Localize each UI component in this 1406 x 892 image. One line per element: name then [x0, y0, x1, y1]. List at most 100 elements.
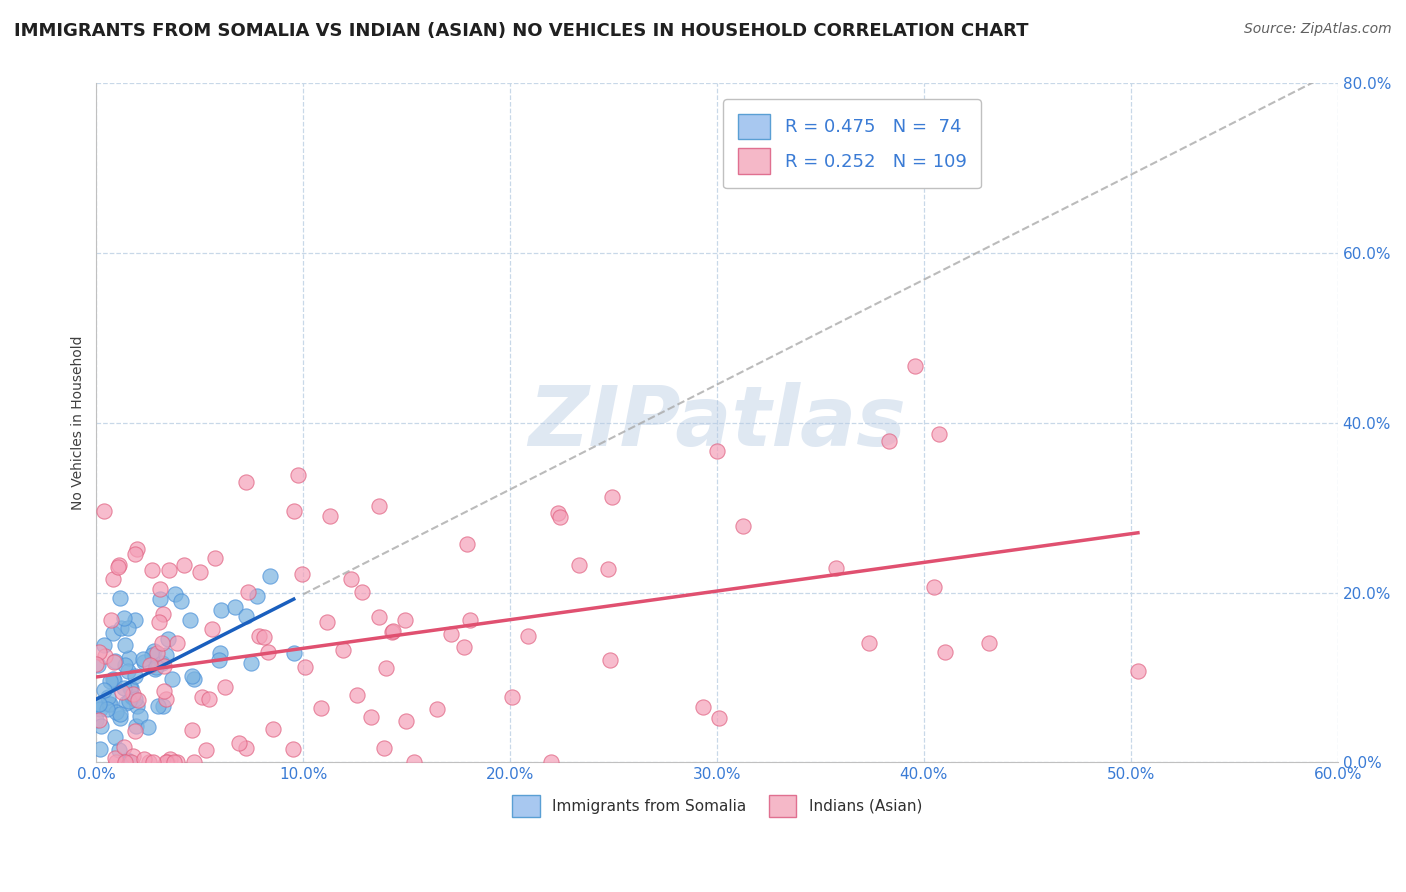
Point — [93, 639, 115, 653]
Point — [143, 662, 166, 676]
Point — [238, 585, 260, 599]
Point — [235, 609, 257, 624]
Point — [86, 657, 108, 671]
Point — [103, 673, 125, 687]
Point — [104, 705, 127, 719]
Point — [253, 631, 276, 645]
Point — [209, 646, 232, 660]
Point — [142, 756, 165, 770]
Point — [596, 562, 619, 576]
Point — [235, 475, 257, 489]
Point — [142, 644, 165, 658]
Point — [179, 613, 201, 627]
Point — [163, 756, 186, 770]
Point — [904, 359, 927, 373]
Point — [281, 741, 304, 756]
Point — [138, 720, 160, 734]
Point — [108, 558, 131, 573]
Point — [89, 742, 111, 756]
Point — [114, 638, 136, 652]
Point — [156, 756, 179, 770]
Point — [155, 756, 177, 770]
Point — [121, 749, 143, 764]
Point — [235, 741, 257, 756]
Point — [145, 660, 167, 674]
Point — [247, 629, 270, 643]
Point — [117, 753, 139, 767]
Point — [373, 741, 395, 756]
Point — [132, 655, 155, 669]
Point — [191, 690, 214, 704]
Point — [692, 699, 714, 714]
Point — [101, 625, 124, 640]
Point — [101, 672, 124, 686]
Point — [155, 648, 177, 663]
Point — [404, 756, 426, 770]
Point — [159, 751, 181, 765]
Point — [600, 490, 623, 504]
Point — [228, 736, 250, 750]
Point — [540, 756, 562, 770]
Point — [129, 709, 152, 723]
Point — [858, 636, 880, 650]
Point — [124, 547, 146, 561]
Point — [108, 591, 131, 605]
Point — [98, 697, 121, 711]
Point — [104, 756, 127, 770]
Point — [118, 681, 141, 695]
Point — [152, 607, 174, 622]
Point — [127, 541, 149, 556]
Point — [96, 702, 118, 716]
Point — [294, 660, 316, 674]
Point — [111, 684, 134, 698]
Text: IMMIGRANTS FROM SOMALIA VS INDIAN (ASIAN) NO VEHICLES IN HOUSEHOLD CORRELATION C: IMMIGRANTS FROM SOMALIA VS INDIAN (ASIAN… — [14, 22, 1029, 40]
Point — [97, 690, 120, 704]
Point — [548, 510, 571, 524]
Point — [568, 558, 591, 572]
Point — [138, 756, 160, 770]
Point — [157, 632, 180, 647]
Point — [332, 643, 354, 657]
Point — [124, 724, 146, 739]
Point — [100, 614, 122, 628]
Point — [155, 691, 177, 706]
Point — [86, 713, 108, 727]
Point — [97, 697, 120, 711]
Point — [115, 696, 138, 710]
Point — [89, 698, 111, 712]
Point — [198, 691, 221, 706]
Point — [152, 698, 174, 713]
Point — [283, 504, 305, 518]
Point — [98, 673, 121, 688]
Point — [877, 434, 900, 448]
Point — [114, 756, 136, 770]
Text: ZIPatlas: ZIPatlas — [529, 383, 905, 464]
Point — [93, 504, 115, 518]
Point — [127, 699, 149, 714]
Point — [547, 506, 569, 520]
Point — [183, 672, 205, 686]
Point — [149, 582, 172, 597]
Point — [259, 569, 281, 583]
Point — [121, 689, 143, 703]
Point — [240, 656, 263, 670]
Point — [201, 622, 224, 636]
Point — [103, 655, 125, 669]
Point — [104, 750, 127, 764]
Point — [149, 591, 172, 606]
Point — [163, 586, 186, 600]
Point — [134, 752, 156, 766]
Point — [315, 615, 337, 629]
Point — [309, 701, 332, 715]
Point — [426, 702, 449, 716]
Point — [117, 621, 139, 635]
Point — [120, 681, 142, 695]
Legend: Immigrants from Somalia, Indians (Asian): Immigrants from Somalia, Indians (Asian) — [506, 789, 928, 822]
Point — [706, 443, 728, 458]
Point — [394, 613, 416, 627]
Point — [121, 690, 143, 704]
Point — [208, 653, 231, 667]
Point — [124, 692, 146, 706]
Point — [112, 739, 135, 754]
Point — [87, 645, 110, 659]
